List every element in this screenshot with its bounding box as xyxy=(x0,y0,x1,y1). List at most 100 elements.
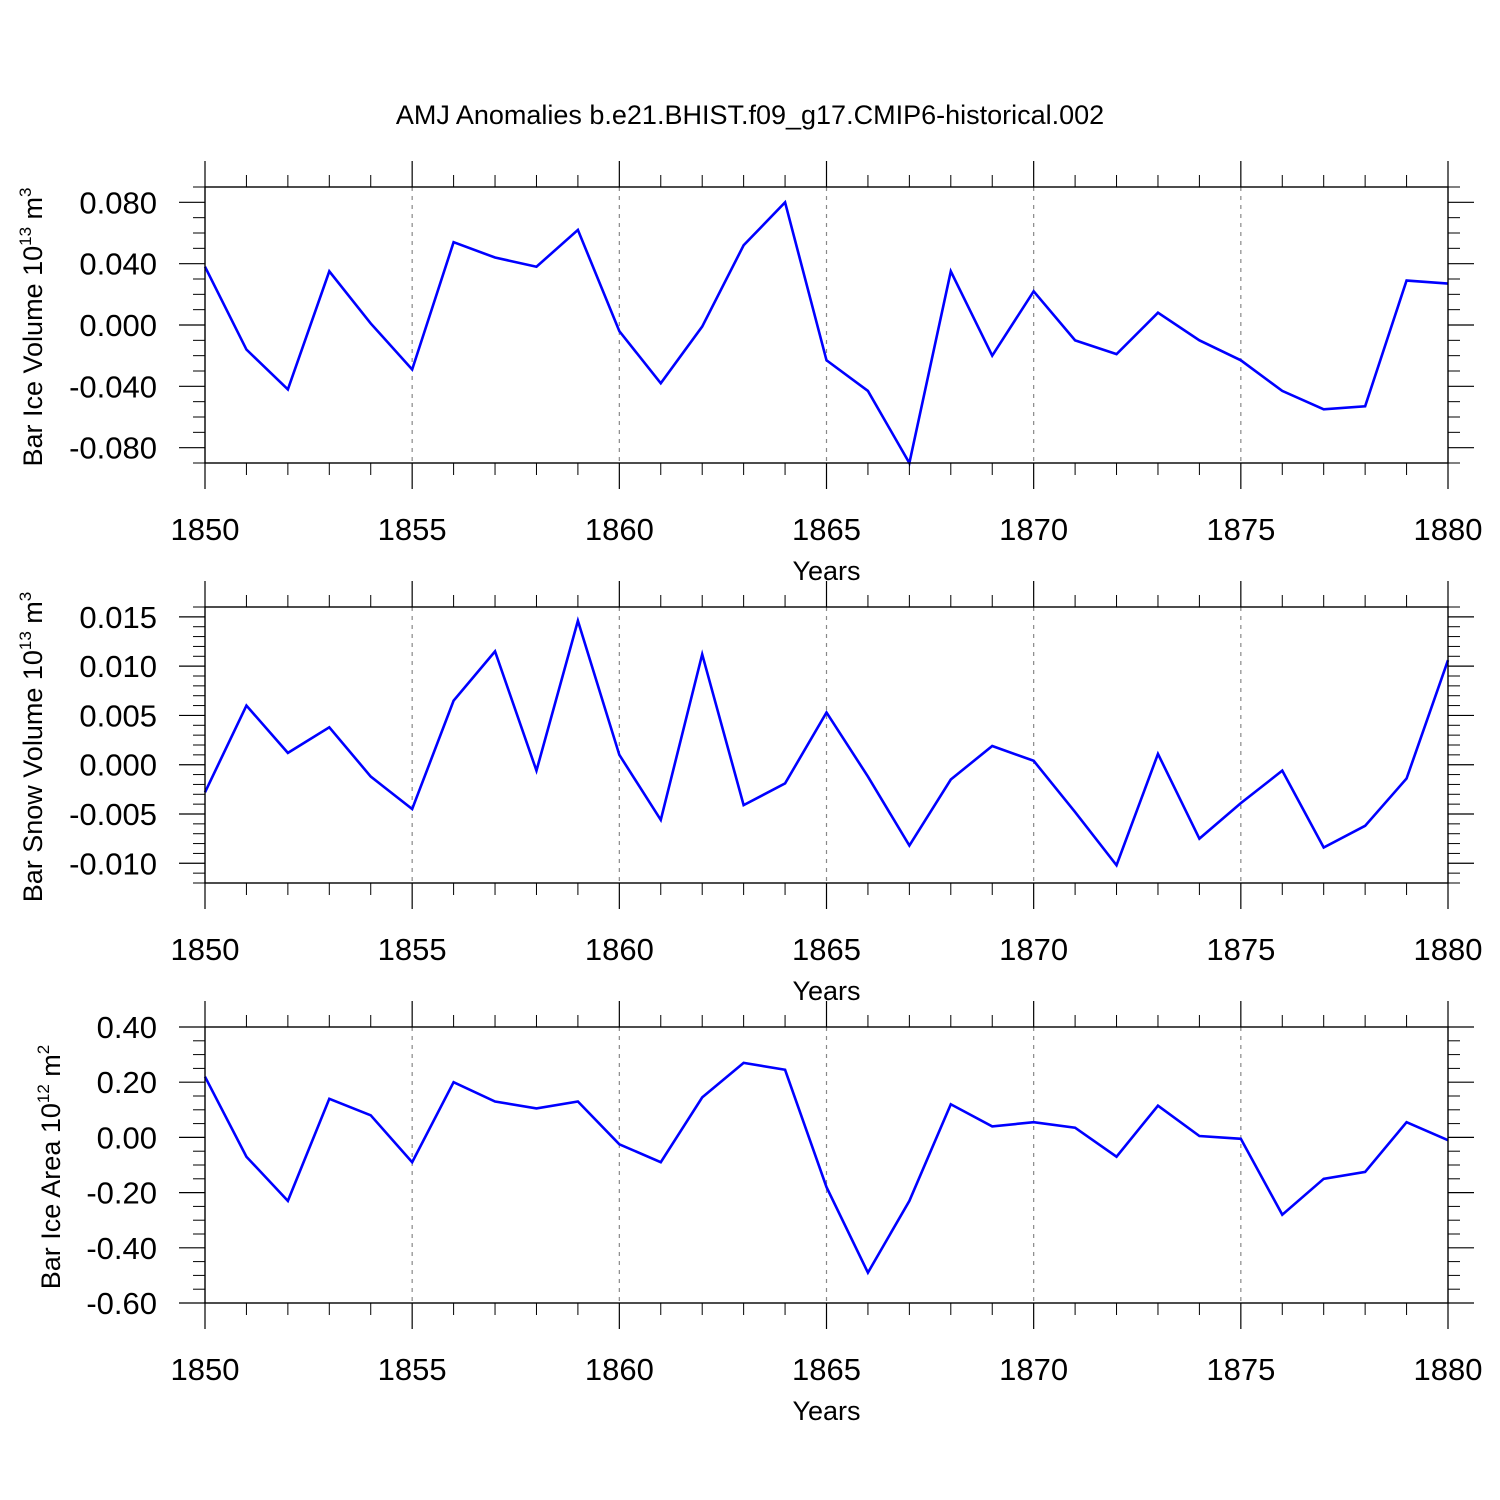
data-point xyxy=(907,1199,911,1203)
x-tick-label: 1865 xyxy=(792,1352,861,1387)
chart-panels: 1850 1855 1860 1865 1870 1875 1880 -0.080 -0.040… xyxy=(16,161,1482,1426)
y-axis-title-unit-exponent: 3 xyxy=(16,187,35,196)
data-point xyxy=(452,699,456,703)
data-point xyxy=(1405,279,1409,283)
data-point xyxy=(1280,1213,1284,1217)
data-point xyxy=(576,1100,580,1104)
series-line xyxy=(203,616,1450,868)
data-point xyxy=(493,649,497,653)
y-tick-label: 0.40 xyxy=(97,1010,157,1045)
data-point xyxy=(1363,1170,1367,1174)
data-point xyxy=(1405,777,1409,781)
data-point xyxy=(990,744,994,748)
data-point xyxy=(617,1142,621,1146)
data-point xyxy=(576,619,580,623)
y-tick-label: -0.080 xyxy=(69,431,157,466)
y-axis-title-exponent: 13 xyxy=(16,227,35,246)
data-point xyxy=(1032,289,1036,293)
chart-title: AMJ Anomalies b.e21.BHIST.f09_g17.CMIP6-… xyxy=(396,100,1104,130)
x-tick-label: 1875 xyxy=(1206,932,1275,967)
data-point xyxy=(410,807,414,811)
data-point xyxy=(1322,407,1326,411)
data-point xyxy=(659,381,663,385)
series-line xyxy=(203,1061,1449,1276)
y-axis-title-unit-exponent: 3 xyxy=(16,592,35,601)
x-tick-label: 1880 xyxy=(1414,1352,1483,1387)
x-tick-label: 1880 xyxy=(1414,512,1483,547)
data-point xyxy=(1280,389,1284,393)
y-axis-title-text: Bar Ice Volume 10 xyxy=(18,246,48,467)
data-point xyxy=(1032,1120,1036,1124)
data-point xyxy=(1363,404,1367,408)
data-point xyxy=(286,1199,290,1203)
panel-1: 1850 1855 1860 1865 1870 1875 1880 -0.080 -0.040… xyxy=(16,161,1482,586)
data-point xyxy=(1115,352,1119,356)
x-tick-label: 1880 xyxy=(1414,932,1483,967)
panel-3: 1850 1855 1860 1865 1870 1875 1880 -0.60 -0.40 -0… xyxy=(34,1001,1482,1426)
data-point xyxy=(783,1068,787,1072)
x-tick-label: 1860 xyxy=(585,1352,654,1387)
data-point xyxy=(1156,311,1160,315)
x-tick-label: 1865 xyxy=(792,932,861,967)
data-point xyxy=(866,775,870,779)
x-tick-label: 1850 xyxy=(171,512,240,547)
x-tick-label: 1850 xyxy=(171,932,240,967)
x-tick-label: 1860 xyxy=(585,512,654,547)
data-point xyxy=(410,1160,414,1164)
x-tick-label: 1870 xyxy=(999,932,1068,967)
y-tick-label: 0.040 xyxy=(79,247,157,282)
data-point xyxy=(327,269,331,273)
x-tick-label: 1860 xyxy=(585,932,654,967)
y-axis-title: Bar Ice Volume 1013 m3 xyxy=(16,187,48,466)
y-tick-label: -0.60 xyxy=(86,1286,157,1321)
data-point xyxy=(742,243,746,247)
x-tick-label: 1865 xyxy=(792,512,861,547)
y-axis-title-unit: m xyxy=(18,197,48,227)
data-point xyxy=(700,1095,704,1099)
y-tick-label: -0.040 xyxy=(69,369,157,404)
x-tick-label: 1875 xyxy=(1206,1352,1275,1387)
panel-2: 1850 1855 1860 1865 1870 1875 1880 -0.010 -0.005… xyxy=(16,581,1482,1006)
x-tick-label: 1875 xyxy=(1206,512,1275,547)
y-tick-label: -0.010 xyxy=(69,846,157,881)
y-tick-label: 0.010 xyxy=(79,649,157,684)
data-point xyxy=(1073,338,1077,342)
data-point xyxy=(1239,1137,1243,1141)
data-point xyxy=(1156,752,1160,756)
data-point xyxy=(286,387,290,391)
data-point xyxy=(1239,358,1243,362)
data-point xyxy=(534,1106,538,1110)
data-point xyxy=(1322,1177,1326,1181)
y-tick-label: 0.005 xyxy=(79,698,157,733)
data-point xyxy=(327,1097,331,1101)
y-tick-label: 0.00 xyxy=(97,1120,157,1155)
data-point xyxy=(244,348,248,352)
y-axis-title-unit-exponent: 2 xyxy=(34,1045,53,1054)
x-axis-title: Years xyxy=(792,1396,860,1426)
data-point xyxy=(949,1102,953,1106)
data-point xyxy=(244,704,248,708)
data-point xyxy=(990,1124,994,1128)
data-point xyxy=(742,803,746,807)
x-tick-label: 1855 xyxy=(378,512,447,547)
x-tick-label: 1850 xyxy=(171,1352,240,1387)
data-point xyxy=(452,240,456,244)
x-tick-label: 1870 xyxy=(999,1352,1068,1387)
data-point xyxy=(1197,1134,1201,1138)
x-tick-label: 1855 xyxy=(378,932,447,967)
y-axis-title-exponent: 13 xyxy=(16,631,35,650)
data-point xyxy=(1405,1120,1409,1124)
data-point xyxy=(1073,1126,1077,1130)
data-point xyxy=(949,778,953,782)
data-point xyxy=(1197,837,1201,841)
data-point xyxy=(700,652,704,656)
data-point xyxy=(1156,1104,1160,1108)
data-point xyxy=(534,265,538,269)
y-axis-title-exponent: 12 xyxy=(34,1084,53,1103)
data-point xyxy=(949,269,953,273)
data-point xyxy=(1322,846,1326,850)
data-point xyxy=(990,354,994,358)
data-point xyxy=(452,1080,456,1084)
